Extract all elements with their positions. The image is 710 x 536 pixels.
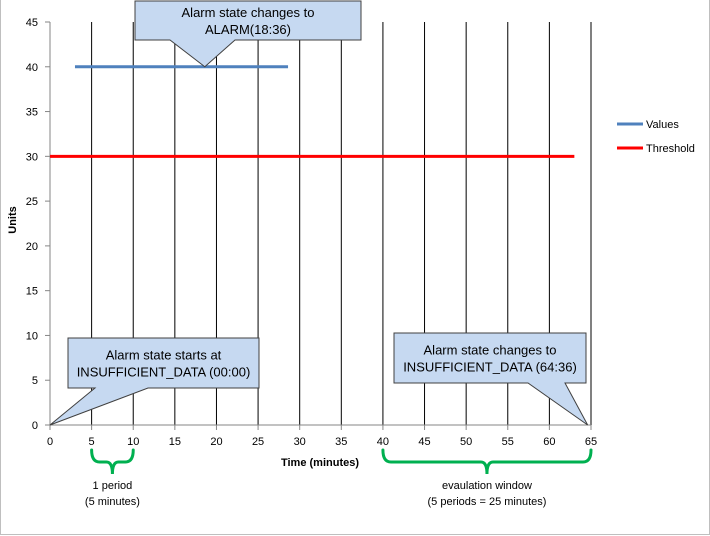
y-tick-label: 0 xyxy=(32,420,38,432)
brace-shape xyxy=(381,448,593,475)
y-tick-label: 20 xyxy=(26,241,38,253)
brace-1: 1 period (5 minutes) xyxy=(85,448,140,508)
x-tick-label: 35 xyxy=(335,436,347,448)
brace-label: (5 periods = 25 minutes) xyxy=(428,496,547,508)
y-tick-label: 30 xyxy=(26,151,38,163)
callout-text-line: INSUFFICIENT_DATA (00:00) xyxy=(77,365,251,380)
callout-text-line: Alarm state changes to xyxy=(424,343,557,358)
callout-shape xyxy=(134,0,362,68)
y-tick-label: 25 xyxy=(26,196,38,208)
x-tick-label: 45 xyxy=(418,436,430,448)
y-tick-label: 5 xyxy=(32,375,38,387)
x-tick-label: 15 xyxy=(169,436,181,448)
annotation-layer: Alarm state changes toALARM(18:36)Alarm … xyxy=(49,0,589,426)
brace-shape xyxy=(90,448,135,475)
y-tick-label: 45 xyxy=(26,17,38,29)
legend: Values Threshold xyxy=(617,119,695,155)
x-tick-label: 30 xyxy=(294,436,306,448)
series-layer xyxy=(50,65,575,158)
y-tick-label: 15 xyxy=(26,286,38,298)
y-tick-label: 10 xyxy=(26,330,38,342)
callout-shape xyxy=(393,332,589,426)
callout-2: Alarm state starts at INSUFFICIENT_DATA (… xyxy=(49,337,260,426)
y-tick-label: 40 xyxy=(26,62,38,74)
x-tick-label: 60 xyxy=(543,436,555,448)
x-tick-label: 20 xyxy=(210,436,222,448)
x-tick-label: 50 xyxy=(460,436,472,448)
x-tick-label: 55 xyxy=(502,436,514,448)
callout-shape xyxy=(49,337,260,426)
axis-layer: 0 5 10 15 20 25 30 35 40 45 0 5 10 15 20 25 30 35 40 45 50 55… xyxy=(26,17,597,448)
brace-2: evaulation window (5 periods = 25 minutes… xyxy=(381,448,593,508)
brace-label: 1 period xyxy=(93,480,133,492)
callout-1: Alarm state changes to ALARM(18:36) xyxy=(134,0,362,68)
x-tick-label: 40 xyxy=(377,436,389,448)
callout-3: Alarm state changes to INSUFFICIENT_DATA … xyxy=(393,332,589,426)
x-tick-label: 10 xyxy=(127,436,139,448)
callout-text-line: Alarm state starts at xyxy=(106,348,222,363)
legend-label-threshold: Threshold xyxy=(646,143,695,155)
x-tick-label: 25 xyxy=(252,436,264,448)
legend-label-values: Values xyxy=(646,119,679,131)
y-axis-title: Units xyxy=(7,206,19,234)
brace-label: evaulation window xyxy=(442,480,532,492)
x-tick-label: 5 xyxy=(89,436,95,448)
brace-label: (5 minutes) xyxy=(85,496,140,508)
x-tick-label: 65 xyxy=(585,436,597,448)
brace-layer: 1 period (5 minutes) evaulation window (5 p… xyxy=(85,448,593,508)
x-axis-title: Time (minutes) xyxy=(281,457,359,469)
callout-text-line: INSUFFICIENT_DATA (64:36) xyxy=(403,360,577,375)
y-tick-label: 35 xyxy=(26,107,38,119)
callout-text-line: ALARM(18:36) xyxy=(205,22,291,37)
callout-text-line: Alarm state changes to xyxy=(182,5,315,20)
x-tick-label: 0 xyxy=(47,436,53,448)
